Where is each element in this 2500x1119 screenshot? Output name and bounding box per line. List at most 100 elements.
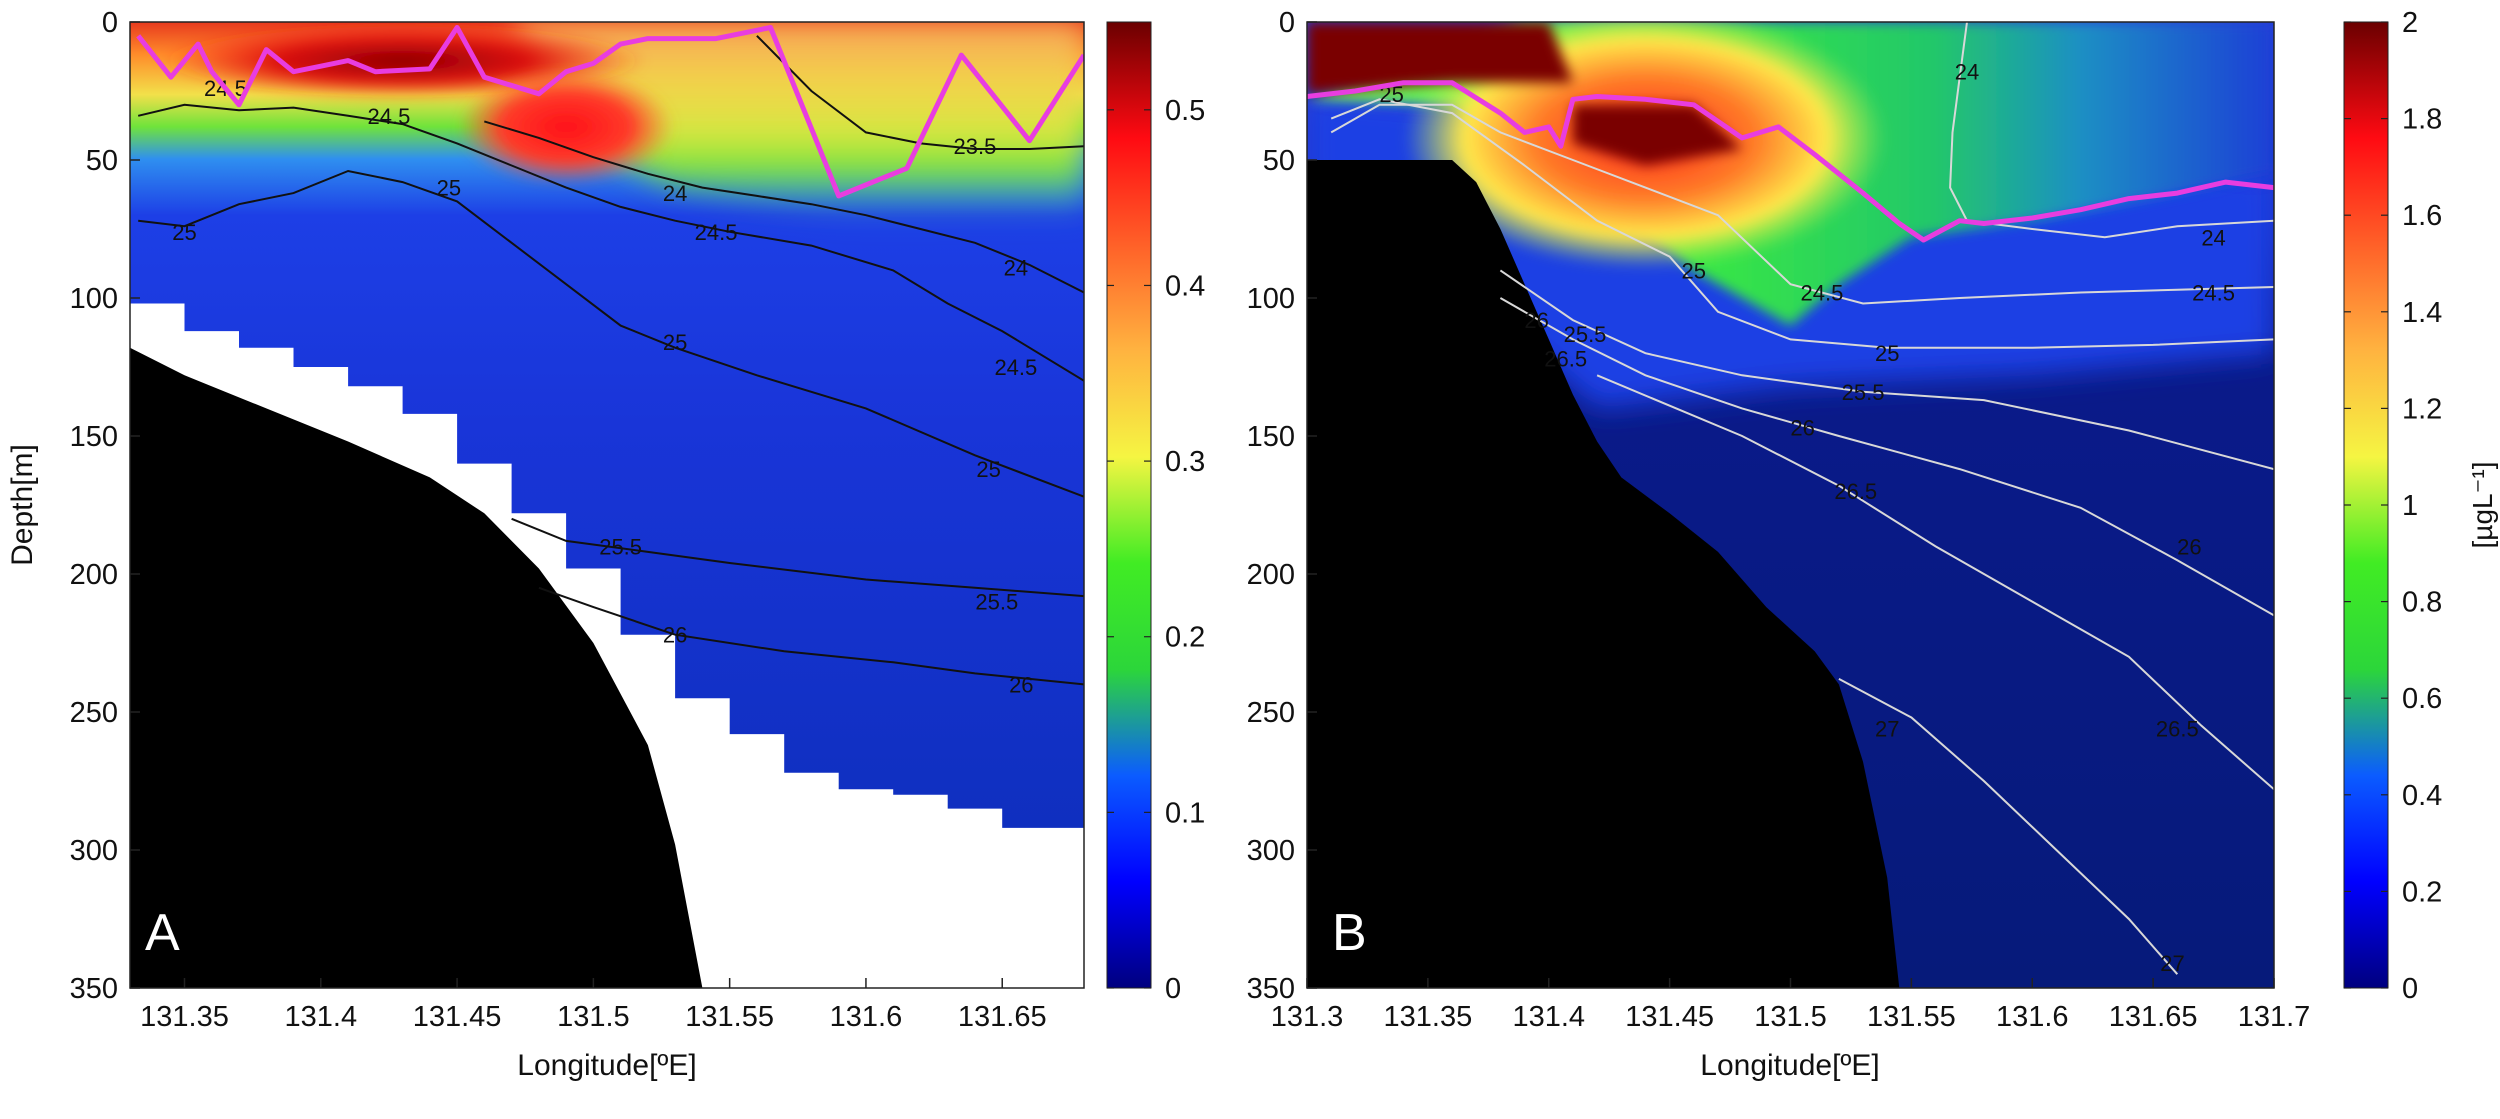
y-tick-label: 350: [1247, 973, 1295, 1005]
y-tick-label: 100: [70, 283, 118, 315]
density-contour-line: [137, 103, 1084, 382]
panel-a-mixed-layer-depth-line: [136, 25, 1084, 199]
density-contour-label: 24: [1955, 60, 1979, 85]
panel-b: 2424.52525.52626.52725242524.52625.526.5…: [1247, 7, 2498, 1082]
density-contour-label: 25.5: [975, 590, 1018, 615]
panel-a-surface-warm-region: [511, 22, 1084, 221]
panel-a-y-axis-title: Depth[m]: [6, 444, 39, 566]
density-contour-label: 25.5: [1842, 380, 1885, 405]
density-contour-label: 25: [976, 457, 1000, 482]
density-contour-label: 26: [1524, 308, 1548, 333]
density-contour-label: 26.5: [1834, 479, 1877, 504]
colorbar-tick-label: 0.6: [2402, 683, 2442, 715]
density-contour-label: 26: [2177, 534, 2201, 559]
x-tick-label: 131.7: [2238, 1001, 2311, 1033]
colorbar-tick-label: 1: [2402, 490, 2418, 522]
panel-a-y-axis: 0 50 100 150 200 250 300 350: [70, 7, 140, 1005]
density-contour-label: 26.5: [1544, 347, 1587, 372]
panel-a-frame: [129, 21, 1085, 989]
density-contour-label: 27: [2160, 951, 2184, 976]
x-tick-label: 131.35: [140, 1001, 229, 1033]
panel-b-bathymetry: [1307, 160, 1900, 988]
panel-b-x-axis-title: Longitude[ºE]: [1700, 1049, 1879, 1082]
density-contour-line: [484, 120, 1084, 294]
x-tick-label: 131.6: [1996, 1001, 2069, 1033]
y-tick-label: 0: [102, 7, 118, 39]
colorbar-tick-label: 0.2: [1165, 622, 1205, 654]
colorbar-tick-label: 0.4: [2402, 780, 2442, 812]
colorbar-tick-label: 0.5: [1165, 95, 1205, 127]
density-contour-label: 24: [2201, 225, 2225, 250]
panel-b-density-contours: 2424.52525.52626.52725242524.52625.526.5…: [1330, 22, 2274, 976]
panel-a-colorbar-ramp: [1106, 21, 1152, 989]
y-tick-label: 250: [1247, 697, 1295, 729]
density-contour-label: 24.5: [2192, 280, 2235, 305]
x-tick-label: 131.5: [1754, 1001, 1827, 1033]
density-contour-line: [511, 517, 1084, 598]
panel-a-bathymetry: [130, 347, 703, 988]
y-tick-label: 50: [1263, 145, 1295, 177]
panel-b-mixed-layer-depth-line: [1307, 80, 2274, 243]
y-tick-label: 150: [1247, 421, 1295, 453]
y-tick-label: 50: [86, 145, 118, 177]
density-contour-label: 25: [1875, 341, 1899, 366]
panel-a-density-contours: 23.52424.52525.52624.524.525252424.52525…: [137, 35, 1084, 697]
panel-b-colorbar: 0 0.2 0.4 0.6 0.8 1 1.2 1.4 1.6 1.8 2 [µgL⁻¹]: [2343, 7, 2498, 1005]
colorbar-tick-label: 0.3: [1165, 446, 1205, 478]
x-tick-label: 131.45: [413, 1001, 502, 1033]
x-tick-label: 131.4: [285, 1001, 358, 1033]
y-tick-label: 300: [70, 835, 118, 867]
density-contour-line: [138, 169, 1084, 498]
density-contour-label: 26.5: [2156, 717, 2199, 742]
y-tick-label: 200: [70, 559, 118, 591]
density-contour-label: 23.5: [954, 134, 997, 159]
panel-b-x-axis: 131.3 131.35 131.4 131.45 131.5 131.55 131.6 13…: [1271, 978, 2311, 1033]
colorbar-tick-label: 0.8: [2402, 587, 2442, 619]
y-tick-label: 150: [70, 421, 118, 453]
density-contour-label: 24.5: [368, 104, 411, 129]
density-contour-label: 25: [172, 220, 196, 245]
colorbar-tick-label: 1.4: [2402, 297, 2442, 329]
panel-b-y-axis: 0 50 100 150 200 250 300 350: [1247, 7, 1317, 1005]
density-contour-line: [1499, 297, 2274, 617]
density-contour-label: 24.5: [994, 355, 1037, 380]
density-contour-line: [1499, 269, 2274, 471]
density-contour-label: 25: [1682, 258, 1706, 283]
density-contour-label: 25: [437, 176, 461, 201]
y-tick-label: 0: [1279, 7, 1295, 39]
colorbar-tick-label: 1.2: [2402, 393, 2442, 425]
density-contour-label: 24.5: [695, 220, 738, 245]
x-tick-label: 131.45: [1625, 1001, 1714, 1033]
x-tick-label: 131.5: [557, 1001, 630, 1033]
colorbar-tick-label: 0.1: [1165, 797, 1205, 829]
panel-a-chlorophyll-field: [130, 22, 1084, 828]
density-contour-label: 27: [1875, 717, 1899, 742]
y-tick-label: 350: [70, 973, 118, 1005]
panel-a-letter: A: [145, 904, 180, 962]
colorbar-tick-label: 1.6: [2402, 200, 2442, 232]
density-contour-line: [1330, 98, 2274, 349]
x-tick-label: 131.55: [685, 1001, 774, 1033]
density-contour-label: 25.5: [1564, 322, 1607, 347]
x-tick-label: 131.4: [1512, 1001, 1585, 1033]
x-tick-label: 131.55: [1867, 1001, 1956, 1033]
panel-b-surface-dark-red: [1307, 22, 1743, 166]
colorbar-tick-label: 0: [1165, 973, 1181, 1005]
panel-a-x-axis: 131.35 131.4 131.45 131.5 131.55 131.6 131.65: [140, 978, 1047, 1033]
panel-b-colorbar-title: [µgL⁻¹]: [2467, 462, 2498, 549]
x-tick-label: 131.6: [830, 1001, 903, 1033]
density-contour-line: [538, 586, 1084, 686]
density-contour-label: 24.5: [1801, 280, 1844, 305]
density-contour-line: [1596, 374, 2274, 791]
panel-a-x-axis-title: Longitude[ºE]: [517, 1049, 696, 1082]
y-tick-label: 300: [1247, 835, 1295, 867]
colorbar-tick-label: 2: [2402, 7, 2418, 39]
x-tick-label: 131.3: [1271, 1001, 1344, 1033]
density-contour-label: 25.5: [599, 534, 642, 559]
density-contour-label: 26: [1790, 416, 1814, 441]
panel-a: 23.52424.52525.52624.524.525252424.52525…: [6, 7, 1205, 1082]
x-tick-label: 131.65: [958, 1001, 1047, 1033]
density-contour-label: 26: [663, 623, 687, 648]
x-tick-label: 131.65: [2109, 1001, 2198, 1033]
